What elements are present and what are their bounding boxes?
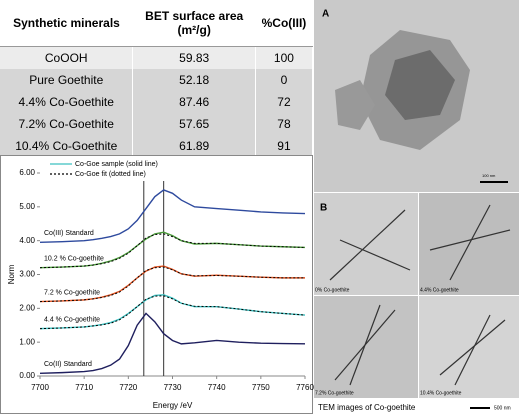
sub-panel-label: 10.4% Co-goethite <box>420 390 462 396</box>
x-tick-label: 7750 <box>252 383 270 392</box>
tem-a <box>314 0 519 192</box>
y-tick-label: 0.00 <box>19 371 35 380</box>
curve-label: 10.2 % Co-goethite <box>44 256 104 263</box>
y-tick-label: 1.00 <box>19 337 35 346</box>
curve-label: Co(II) Standard <box>44 361 92 368</box>
curve-label: Co(III) Standard <box>44 230 94 237</box>
x-tick-label: 7710 <box>75 383 93 392</box>
figure: Synthetic mineralsBET surface area(m²/g)… <box>0 0 519 414</box>
chart: 0.00 1.00 2.00 3.00 4.00 5.00 6.00 7700 7710 7720… <box>0 0 519 414</box>
y-tick-label: 4.00 <box>19 236 35 245</box>
x-tick-label: 7720 <box>119 383 137 392</box>
sub-panel-label: 7.2% Co-goethite <box>315 390 354 396</box>
y-tick-label: 6.00 <box>19 168 35 177</box>
x-tick-label: 7730 <box>164 383 182 392</box>
scale-label: 100 nm <box>482 173 496 178</box>
panel-label: A <box>322 9 329 20</box>
legend-label: Co-Goe fit (dotted line) <box>75 171 146 178</box>
sub-panel-label: 4.4% Co-goethite <box>420 287 459 293</box>
x-tick-label: 7740 <box>208 383 226 392</box>
y-tick-label: 2.00 <box>19 303 35 312</box>
y-tick-label: 5.00 <box>19 202 35 211</box>
legend-label: Co-Goe sample (solid line) <box>75 161 158 168</box>
y-axis-title: Norm <box>7 264 16 284</box>
sub-panel-label: 0% Co-goethite <box>315 287 350 293</box>
scale-label: 500 nm <box>494 405 511 411</box>
caption: TEM images of Co-goethite <box>318 403 416 412</box>
y-tick-label: 3.00 <box>19 270 35 279</box>
curve-label: 4.4 % Co-goethite <box>44 316 100 323</box>
x-axis-title: Energy /eV <box>153 401 193 410</box>
x-tick-label: 7700 <box>31 383 49 392</box>
panel-label: B <box>320 203 327 214</box>
tem-b <box>314 193 519 408</box>
chart-frame <box>1 156 313 414</box>
x-tick-label: 7760 <box>296 383 314 392</box>
curve-label: 7.2 % Co-goethite <box>44 289 100 296</box>
